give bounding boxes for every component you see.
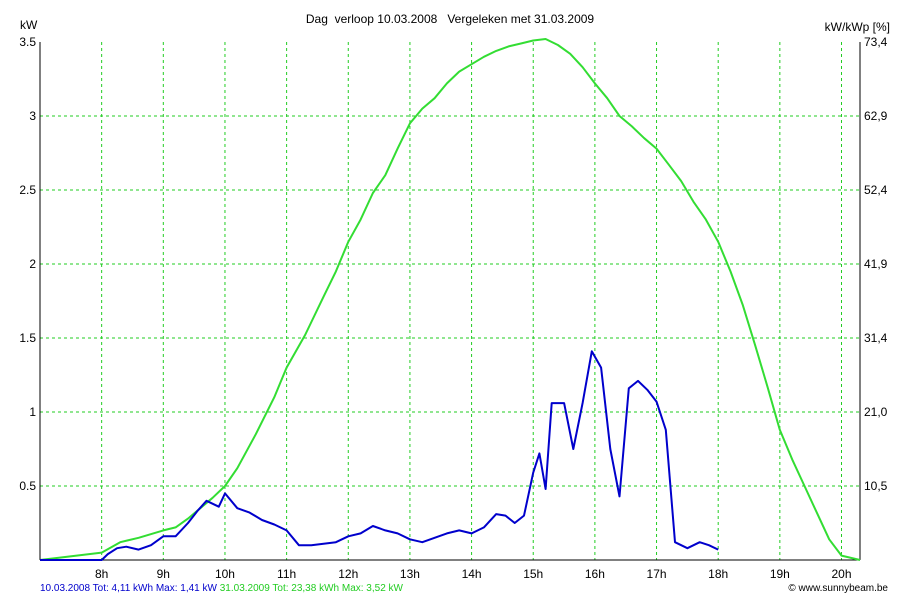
y-tick-label: 3.5 <box>19 35 36 49</box>
legend-series-2: 31.03.2009 Tot: 23,38 kWh Max: 3,52 kW <box>219 583 403 594</box>
x-tick-label: 14h <box>462 567 482 580</box>
y-tick-label: 3 <box>29 109 36 123</box>
y-tick-label: 0.5 <box>19 479 36 493</box>
right-axis-unit: kW/kWp [%] <box>824 20 890 34</box>
x-tick-label: 18h <box>708 567 728 580</box>
axes <box>39 42 861 561</box>
credit-text: © www.sunnybeam.be <box>788 583 888 594</box>
y-tick-label: 1 <box>29 405 36 419</box>
series-line-1 <box>40 350 719 561</box>
tick-labels: 8h 9h 10h 11h 12h 13h 14h 15h 16h 17h 18h 19h 20h 0.5… <box>19 35 887 580</box>
y-tick-label: 2.5 <box>19 183 36 197</box>
y-tick-label: 2 <box>29 257 36 271</box>
x-tick-label: 12h <box>338 567 358 580</box>
x-tick-label: 17h <box>647 567 667 580</box>
chart-title: Dag verloop 10.03.2008 Vergeleken met 31… <box>305 12 595 26</box>
y2-tick-label: 31,4 <box>864 331 888 345</box>
y2-tick-label: 62,9 <box>864 109 888 123</box>
legend-series-1: 10.03.2008 Tot: 4,11 kWh Max: 1,41 kW <box>40 583 217 594</box>
x-tick-label: 19h <box>770 567 790 580</box>
x-tick-label: 10h <box>215 567 235 580</box>
y2-tick-label: 52,4 <box>864 183 888 197</box>
y-tick-label: 1.5 <box>19 331 36 345</box>
x-tick-label: 8h <box>95 567 108 580</box>
x-tick-label: 11h <box>277 567 296 580</box>
series-lines <box>39 38 861 561</box>
x-tick-label: 9h <box>157 567 170 580</box>
legend-footer: 10.03.2008 Tot: 4,11 kWh Max: 1,41 kW 31… <box>40 583 403 594</box>
x-tick-label: 20h <box>831 567 851 580</box>
y2-tick-label: 73,4 <box>864 35 888 49</box>
grid <box>40 42 860 560</box>
x-tick-label: 16h <box>585 567 605 580</box>
left-axis-unit: kW <box>20 18 38 32</box>
line-chart: 8h 9h 10h 11h 12h 13h 14h 15h 16h 17h 18h 19h 20h 0.5… <box>19 35 887 580</box>
series-line-2 <box>39 38 861 561</box>
y2-tick-label: 10,5 <box>864 479 888 493</box>
x-tick-label: 15h <box>523 567 543 580</box>
y2-tick-label: 21,0 <box>864 405 888 419</box>
x-tick-label: 13h <box>400 567 420 580</box>
y2-tick-label: 41,9 <box>864 257 888 271</box>
